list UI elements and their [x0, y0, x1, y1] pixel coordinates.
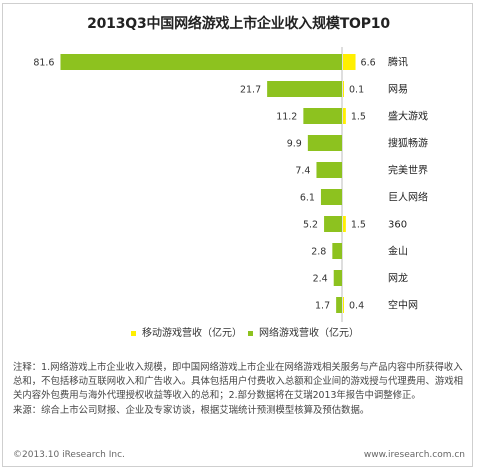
legend-online: 网络游戏营收（亿元）: [248, 324, 359, 339]
data-label-online: 6.1: [300, 193, 315, 204]
footnote: 注释：1.网络游戏上市企业收入规模，即中国网络游戏上市企业在网络游戏相关服务与产…: [13, 362, 464, 416]
category-label: 网龙: [388, 272, 408, 285]
data-label-online: 9.9: [287, 139, 302, 150]
legend-mobile: 移动游戏营收（亿元）: [131, 324, 242, 339]
data-label-online: 11.2: [276, 112, 297, 123]
data-label-online: 7.4: [295, 166, 310, 177]
bar-online: [320, 189, 342, 205]
bar-online: [336, 297, 342, 313]
category-label: 巨人网络: [388, 191, 428, 204]
bar-mobile: [343, 54, 356, 70]
copyright-text: ©2013.10 iResearch Inc.: [13, 450, 125, 460]
bar-online: [267, 81, 342, 97]
data-label-online: 1.7: [315, 301, 330, 312]
data-label-mobile: 0.1: [349, 85, 364, 96]
category-label: 盛大游戏: [388, 110, 428, 123]
data-label-online: 81.6: [33, 58, 54, 69]
legend-swatch-mobile: [131, 330, 136, 336]
footer: ©2013.10 iResearch Inc. www.iresearch.co…: [13, 450, 465, 460]
chart-frame: 2013Q3中国网络游戏上市企业收入规模TOP10 81.6 6.6 腾讯 21.7 0…: [2, 3, 473, 467]
data-label-online: 5.2: [303, 220, 318, 231]
legend-label-online: 网络游戏营收（亿元）: [259, 328, 359, 339]
category-label: 网易: [388, 84, 408, 96]
bar-online: [60, 54, 342, 70]
category-label: 完美世界: [388, 164, 428, 177]
bar-online: [316, 162, 342, 178]
data-label-online: 21.7: [240, 85, 261, 96]
data-label-mobile: 0.4: [349, 301, 364, 312]
bar-online: [307, 135, 342, 151]
bar-online: [324, 216, 342, 232]
bar-mobile: [343, 81, 344, 97]
website-text: www.iresearch.com.cn: [363, 450, 465, 460]
category-label: 360: [388, 220, 407, 231]
bar-online: [333, 270, 342, 286]
data-label-mobile: 1.5: [351, 220, 366, 231]
category-label: 空中网: [388, 299, 418, 312]
category-label: 腾讯: [388, 56, 408, 69]
legend-swatch-online: [248, 330, 253, 336]
bar-online: [303, 108, 342, 124]
data-label-mobile: 1.5: [351, 112, 366, 123]
category-label: 搜狐畅游: [388, 137, 428, 150]
chart-title: 2013Q3中国网络游戏上市企业收入规模TOP10: [87, 16, 390, 32]
data-label-mobile: 6.6: [361, 58, 376, 69]
bar-mobile: [343, 216, 346, 232]
bar-mobile: [343, 297, 344, 313]
bar-mobile: [343, 108, 346, 124]
bar-online: [332, 243, 342, 259]
data-label-online: 2.4: [313, 274, 328, 285]
legend-label-mobile: 移动游戏营收（亿元）: [142, 328, 242, 339]
bar-chart: 81.6 6.6 腾讯 21.7 0.1 网易 11.2 1.5 盛大游戏 9.9 搜狐畅游 7.4 完…: [33, 47, 428, 322]
data-label-online: 2.8: [311, 247, 326, 258]
category-label: 金山: [388, 245, 408, 258]
